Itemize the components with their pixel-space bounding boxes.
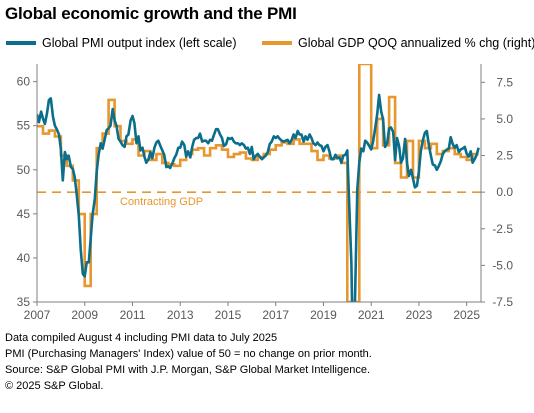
legend-item-pmi: Global PMI output index (left scale) bbox=[6, 36, 237, 50]
footer-notes: Data compiled August 4 including PMI dat… bbox=[5, 330, 372, 394]
legend-label-gdp: Global GDP QOQ annualized % chg (right) bbox=[298, 36, 534, 50]
contracting-gdp-label: Contracting GDP bbox=[120, 196, 203, 208]
annotation-layer: Contracting GDP bbox=[37, 191, 481, 208]
legend-swatch-pmi bbox=[6, 41, 36, 45]
x-tick-label: 2019 bbox=[310, 308, 337, 322]
right-tick-label: 7.5 bbox=[496, 75, 513, 89]
legend-swatch-gdp bbox=[262, 41, 292, 45]
right-tick-label: 5.0 bbox=[496, 112, 513, 126]
x-tick-label: 2013 bbox=[167, 308, 194, 322]
legend: Global PMI output index (left scale) Glo… bbox=[0, 36, 534, 52]
x-tick-label: 2009 bbox=[71, 308, 98, 322]
left-tick-label: 55 bbox=[17, 119, 31, 133]
right-tick-label: -7.5 bbox=[492, 295, 513, 309]
chart-title: Global economic growth and the PMI bbox=[5, 4, 297, 23]
x-tick-label: 2017 bbox=[262, 308, 289, 322]
axis-layer: 35 40 45 50 55 60 -7.5 -5.0 -2.5 0.0 2.5 5.0 7.5 2007… bbox=[17, 64, 513, 322]
footer-line-source: Source: S&P Global PMI with J.P. Morgan,… bbox=[5, 364, 371, 376]
series-pmi-line bbox=[37, 93, 480, 302]
left-tick-label: 45 bbox=[17, 207, 31, 221]
left-tick-label: 60 bbox=[17, 75, 31, 89]
legend-item-gdp: Global GDP QOQ annualized % chg (right) bbox=[262, 36, 534, 50]
right-tick-label: 0.0 bbox=[496, 185, 513, 199]
series-gdp-line bbox=[37, 64, 479, 302]
x-tick-label: 2011 bbox=[120, 308, 146, 322]
x-tick-label: 2015 bbox=[215, 308, 242, 322]
legend-label-pmi: Global PMI output index (left scale) bbox=[42, 36, 237, 50]
right-tick-label: 2.5 bbox=[496, 149, 513, 163]
footer-line-data-compiled: Data compiled August 4 including PMI dat… bbox=[5, 332, 278, 344]
footer-line-pmi-definition: PMI (Purchasing Managers' Index) value o… bbox=[5, 348, 372, 360]
footer-line-copyright: © 2025 S&P Global. bbox=[5, 380, 104, 392]
right-tick-label: -2.5 bbox=[492, 222, 513, 236]
x-tick-label: 2023 bbox=[406, 308, 433, 322]
left-tick-label: 35 bbox=[17, 295, 31, 309]
right-tick-label: -5.0 bbox=[492, 258, 513, 272]
x-tick-label: 2021 bbox=[358, 308, 385, 322]
left-tick-label: 50 bbox=[17, 163, 31, 177]
x-tick-label: 2007 bbox=[24, 308, 51, 322]
series-layer bbox=[37, 64, 480, 302]
x-tick-label: 2025 bbox=[453, 308, 480, 322]
left-tick-label: 40 bbox=[17, 251, 31, 265]
chart-plot: Contracting GDP 35 40 45 50 55 60 -7.5 -5.0 -2.5… bbox=[17, 64, 513, 322]
